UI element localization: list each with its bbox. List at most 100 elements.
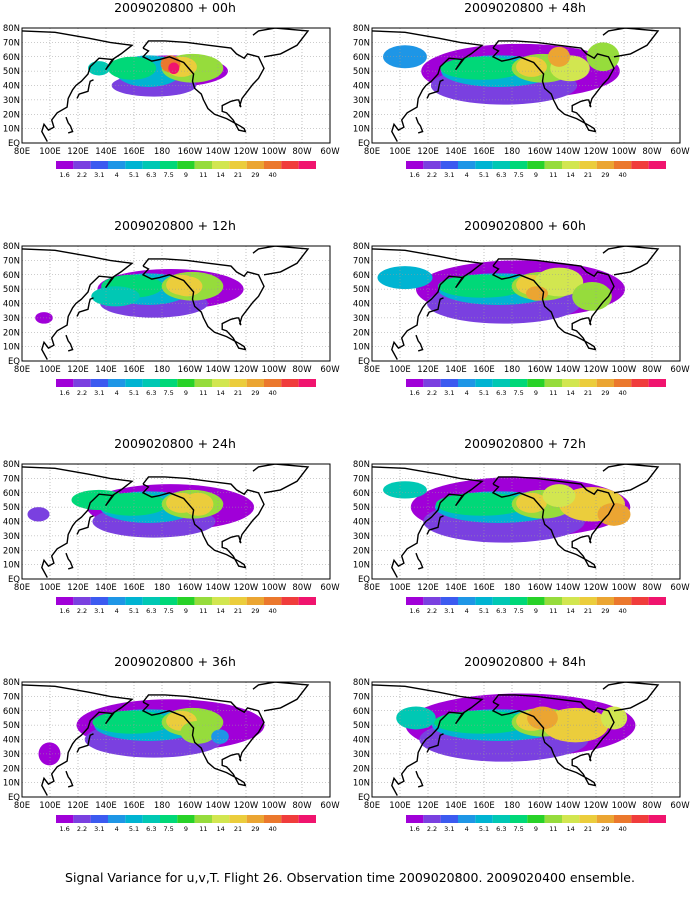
map-plot: 80E 100E 120E 140E 160E 180 160W 140W 120W 100W 80… [3, 460, 340, 615]
lon-tick-label: 120W [584, 801, 609, 811]
contour-fill [211, 729, 229, 744]
colorbar-swatch [579, 815, 597, 823]
colorbar-swatch [440, 815, 458, 823]
coastline [65, 552, 74, 570]
colorbar-tick-label: 9 [184, 171, 188, 179]
lat-tick-label: 20N [353, 328, 370, 338]
lat-tick-label: 40N [353, 300, 370, 310]
lon-tick-label: 120E [417, 801, 439, 811]
lon-tick-label: 60W [670, 147, 690, 157]
coastline [491, 476, 615, 569]
coastline [372, 30, 484, 142]
colorbar-swatch [56, 815, 74, 823]
colorbar-swatch [73, 379, 91, 387]
lon-tick-label: 80E [14, 147, 30, 157]
colorbar-tick-label: 5.1 [479, 825, 489, 833]
colorbar-swatch [212, 815, 230, 823]
panel-title: 2009020800 + 36h [114, 654, 236, 669]
coastline [76, 297, 94, 317]
contour-fill [435, 492, 529, 516]
colorbar-tick-label: 2.2 [77, 825, 87, 833]
colorbar-tick-label: 2.2 [77, 389, 87, 397]
lat-tick-label: 70N [353, 38, 370, 48]
map-panel: 2009020800 + 48h 80E 100E 120E 140E 160E 180 16… [350, 0, 690, 220]
panel-title: 2009020800 + 24h [114, 436, 236, 451]
lat-tick-label: 10N [3, 779, 20, 789]
lon-tick-label: 100W [612, 583, 637, 593]
colorbar-tick-label: 29 [251, 171, 259, 179]
colorbar-tick-label: 6.3 [146, 171, 156, 179]
colorbar-swatch [108, 379, 126, 387]
map-frame [371, 27, 681, 144]
lon-tick-label: 140E [445, 147, 467, 157]
colorbar-tick-label: 14 [217, 825, 225, 833]
colorbar-swatch [177, 815, 195, 823]
lon-tick-label: 60W [320, 583, 340, 593]
lon-tick-label: 180 [154, 583, 170, 593]
colorbar-tick-label: 14 [217, 389, 225, 397]
colorbar-swatch [631, 161, 649, 169]
colorbar-tick-label: 5.1 [129, 171, 139, 179]
panel-title: 2009020800 + 72h [464, 436, 586, 451]
contour-fill [168, 62, 180, 74]
colorbar-swatch [177, 597, 195, 605]
colorbar-swatch [544, 815, 562, 823]
lon-tick-label: 120E [417, 147, 439, 157]
colorbar-swatch [125, 379, 143, 387]
colorbar-tick-label: 29 [251, 607, 259, 615]
colorbar-swatch [614, 379, 632, 387]
colorbar-tick-label: 6.3 [496, 607, 506, 615]
colorbar-tick-label: 29 [601, 389, 609, 397]
lat-tick-label: 70N [353, 256, 370, 266]
colorbar-swatch [56, 379, 74, 387]
lon-tick-label: 160W [528, 365, 553, 375]
colorbar-tick-label: 21 [584, 825, 592, 833]
lon-tick-label: 60W [320, 147, 340, 157]
lat-tick-label: 40N [3, 300, 20, 310]
colorbar-swatch [475, 597, 493, 605]
lon-tick-label: 60W [670, 365, 690, 375]
contour-fill [526, 286, 548, 301]
lon-tick-label: 120E [67, 583, 89, 593]
coastline [415, 552, 424, 570]
colorbar-tick-label: 14 [217, 171, 225, 179]
colorbar-swatch [90, 815, 108, 823]
panel-title: 2009020800 + 00h [114, 0, 236, 15]
colorbar-tick-label: 2.2 [427, 825, 437, 833]
lon-tick-label: 80E [364, 801, 380, 811]
lon-tick-label: 120W [584, 147, 609, 157]
contour-fill [542, 707, 609, 743]
lat-tick-label: 10N [3, 561, 20, 571]
coastline [372, 248, 484, 360]
lon-tick-label: 140W [556, 365, 581, 375]
contour-fill [383, 481, 427, 499]
lon-tick-label: 80E [14, 801, 30, 811]
colorbar-swatch [596, 161, 614, 169]
colorbar-swatch [56, 597, 74, 605]
colorbar-tick-label: 21 [234, 825, 242, 833]
colorbar-swatch [90, 379, 108, 387]
colorbar-swatch [90, 161, 108, 169]
colorbar-tick-label: 9 [534, 171, 538, 179]
lat-tick-label: 60N [353, 271, 370, 281]
lat-tick-label: 40N [3, 518, 20, 528]
lon-tick-label: 60W [670, 583, 690, 593]
lon-tick-label: 120E [417, 583, 439, 593]
colorbar-swatch [281, 379, 299, 387]
lat-tick-label: 20N [3, 764, 20, 774]
lat-tick-label: 80N [353, 24, 370, 34]
colorbar-swatch [160, 161, 178, 169]
map-frame [21, 681, 331, 798]
lon-tick-label: 140E [445, 801, 467, 811]
lat-tick-label: 40N [353, 736, 370, 746]
coastline [65, 770, 74, 788]
variance-field [22, 28, 330, 143]
colorbar-tick-label: 3.1 [444, 389, 454, 397]
colorbar-swatch [160, 379, 178, 387]
lon-tick-label: 80E [364, 365, 380, 375]
lon-tick-label: 60W [670, 801, 690, 811]
colorbar-tick-label: 5.1 [129, 607, 139, 615]
colorbar-tick-label: 4 [115, 825, 119, 833]
colorbar-swatch [194, 815, 212, 823]
colorbar-swatch [579, 379, 597, 387]
